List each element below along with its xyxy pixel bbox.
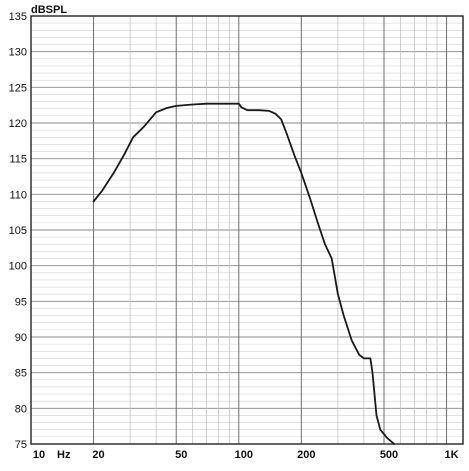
x-axis-unit-label: Hz bbox=[57, 449, 71, 461]
y-axis-label: dBSPL bbox=[31, 4, 67, 16]
y-tick-label: 95 bbox=[15, 296, 27, 308]
x-tick-label: 1K bbox=[445, 449, 459, 461]
y-tick-label: 80 bbox=[15, 403, 27, 415]
x-tick-labels: 10 20 50 100 200 500 1K bbox=[33, 449, 459, 461]
x-tick-label: 500 bbox=[380, 449, 398, 461]
y-tick-label: 135 bbox=[9, 11, 27, 23]
y-tick-label: 125 bbox=[9, 82, 27, 94]
grid bbox=[31, 16, 463, 444]
y-tick-label: 120 bbox=[9, 118, 27, 130]
y-tick-label: 100 bbox=[9, 261, 27, 273]
y-tick-labels: 75 80 85 90 95 100 105 110 115 120 125 130 135 bbox=[9, 11, 27, 451]
series-group bbox=[92, 102, 396, 445]
y-tick-label: 110 bbox=[9, 189, 27, 201]
x-tick-label: 10 bbox=[33, 449, 45, 461]
y-tick-label: 105 bbox=[9, 225, 27, 237]
y-tick-label: 85 bbox=[15, 368, 27, 380]
x-tick-label: 200 bbox=[297, 449, 315, 461]
x-tick-label: 100 bbox=[235, 449, 253, 461]
plot-frame bbox=[30, 15, 464, 445]
series-line bbox=[92, 102, 396, 445]
y-tick-label: 75 bbox=[15, 439, 27, 451]
y-tick-label: 90 bbox=[15, 332, 27, 344]
x-tick-label: 50 bbox=[175, 449, 187, 461]
y-tick-label: 115 bbox=[9, 154, 27, 166]
y-tick-label: 130 bbox=[9, 47, 27, 59]
x-tick-label: 20 bbox=[92, 449, 104, 461]
